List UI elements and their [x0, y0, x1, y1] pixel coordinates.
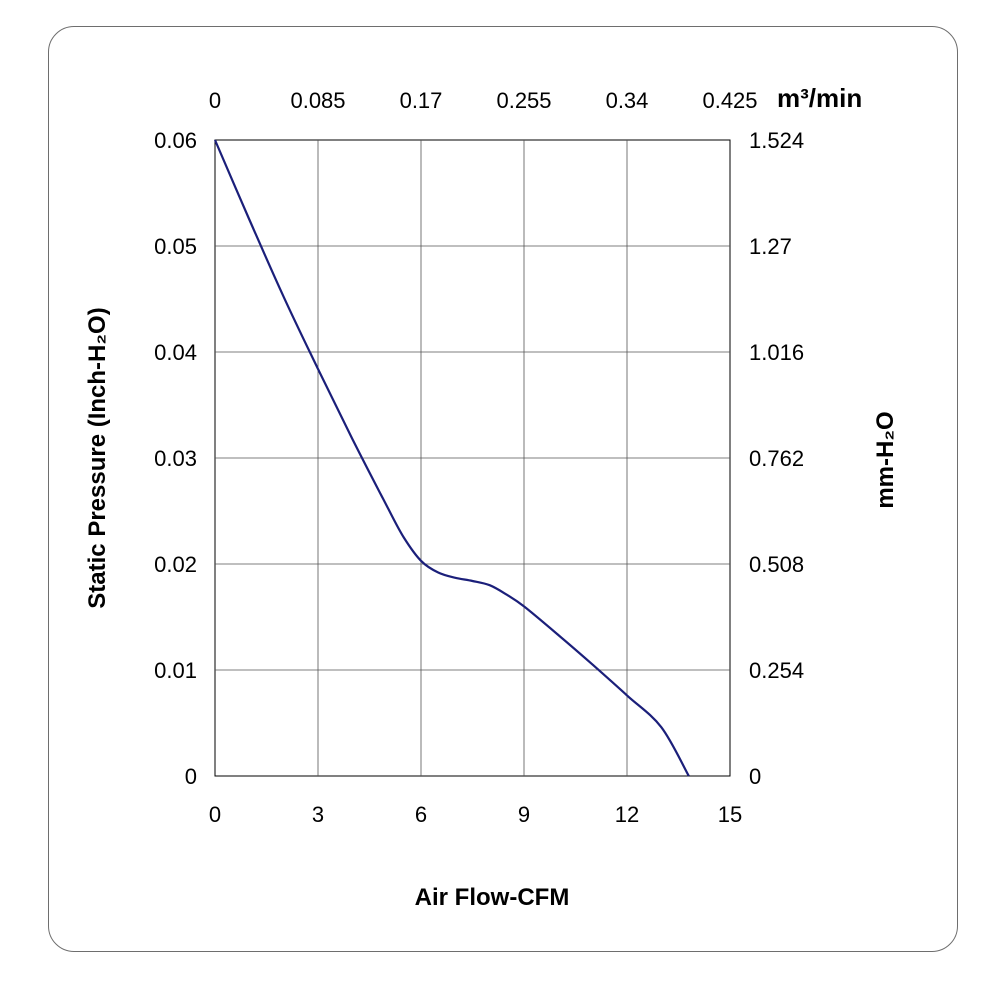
x2-tick-label: 0.17: [400, 88, 443, 113]
y2-tick-label: 1.27: [749, 234, 792, 259]
y2-tick-labels: 0 0.254 0.508 0.762 1.016 1.27 1.524: [749, 128, 804, 789]
x-tick-label: 9: [518, 802, 530, 827]
grid-lines: [215, 140, 730, 776]
y-tick-labels: 0 0.01 0.02 0.03 0.04 0.05 0.06: [154, 128, 197, 789]
y2-tick-label: 0.508: [749, 552, 804, 577]
y-tick-label: 0.01: [154, 658, 197, 683]
y-tick-label: 0.02: [154, 552, 197, 577]
y2-tick-label: 0: [749, 764, 761, 789]
x2-tick-label: 0.255: [496, 88, 551, 113]
x-tick-label: 0: [209, 802, 221, 827]
x2-tick-label: 0.085: [290, 88, 345, 113]
y-tick-label: 0.05: [154, 234, 197, 259]
y-axis-title: Static Pressure (Inch-H₂O): [84, 307, 111, 608]
y2-tick-label: 0.762: [749, 446, 804, 471]
x-tick-label: 6: [415, 802, 427, 827]
x2-tick-label: 0: [209, 88, 221, 113]
pq-curve-line: [213, 139, 690, 777]
y-tick-label: 0.06: [154, 128, 197, 153]
x-tick-labels: 0 3 6 9 12 15: [209, 802, 742, 827]
y2-tick-label: 1.524: [749, 128, 804, 153]
curve-layer: [213, 139, 690, 777]
x-axis-title: Air Flow-CFM: [415, 884, 570, 911]
y2-axis-title: mm-H₂O: [872, 411, 899, 508]
y-tick-label: 0.03: [154, 446, 197, 471]
y2-tick-label: 0.254: [749, 658, 804, 683]
y-tick-label: 0.04: [154, 340, 197, 365]
x2-tick-labels: 0 0.085 0.17 0.255 0.34 0.425: [209, 88, 758, 113]
chart-frame: [48, 26, 958, 952]
x2-tick-label: 0.34: [606, 88, 649, 113]
y2-tick-label: 1.016: [749, 340, 804, 365]
x2-tick-label: 0.425: [702, 88, 757, 113]
x-tick-label: 12: [615, 802, 639, 827]
x-tick-label: 15: [718, 802, 742, 827]
y-tick-label: 0: [185, 764, 197, 789]
x2-axis-title: m³/min: [777, 83, 862, 113]
x-tick-label: 3: [312, 802, 324, 827]
